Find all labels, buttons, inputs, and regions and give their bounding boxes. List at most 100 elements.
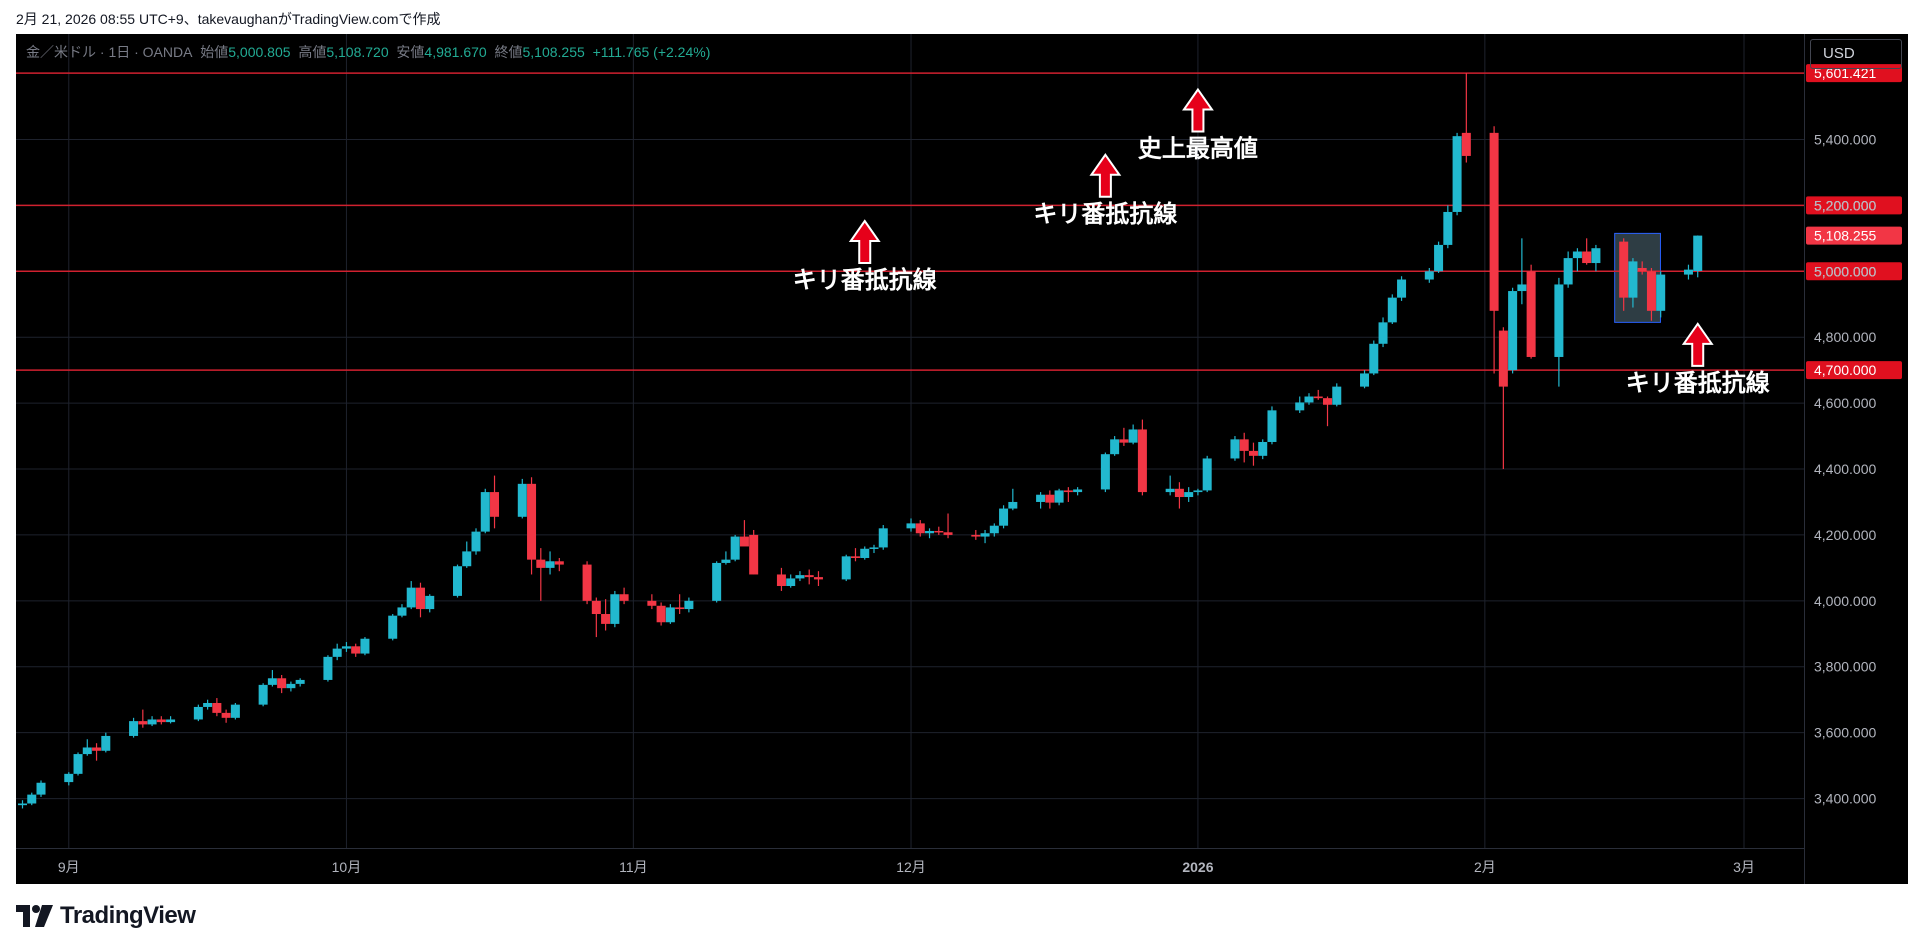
candle-body-down <box>776 574 786 587</box>
candle-body-up <box>1304 396 1314 403</box>
candle-body-up <box>1683 269 1693 275</box>
y-tick-label: 4,800.000 <box>1814 329 1876 345</box>
y-tick-label: 3,600.000 <box>1814 725 1876 741</box>
y-tick-label: 3,800.000 <box>1814 659 1876 675</box>
candle-body-up <box>610 594 620 624</box>
candle-body-up <box>1628 261 1638 298</box>
candle-body-down <box>943 532 953 535</box>
candle-body-up <box>1397 279 1407 298</box>
candle-body-up <box>1572 251 1582 259</box>
up-arrow-icon <box>1089 153 1122 198</box>
y-tick-label: 4,200.000 <box>1814 527 1876 543</box>
brand-name: TradingView <box>60 902 196 929</box>
candle-body-up <box>906 523 916 529</box>
level-price-tag <box>1806 262 1902 281</box>
candle-body-up <box>860 548 870 558</box>
candle-body-up <box>27 794 37 804</box>
x-tick-label: 2026 <box>1182 859 1213 875</box>
x-tick-label: 2月 <box>1474 859 1496 875</box>
level-price-label: 5,000.000 <box>1814 263 1876 279</box>
candle-body-up <box>869 547 879 549</box>
candle-body-up <box>230 704 240 718</box>
candle-body-down <box>1239 439 1249 451</box>
candle-body-down <box>1045 494 1055 503</box>
candle-body-up <box>1387 297 1397 323</box>
candle-body-up <box>1267 410 1277 442</box>
level-price-label: 5,601.421 <box>1814 65 1876 81</box>
annotation-label: 史上最高値 <box>1138 135 1258 163</box>
candle-body-down <box>1582 251 1592 264</box>
candle-body-up <box>82 747 92 755</box>
low-label: 安値 <box>396 44 425 60</box>
candle-body-up <box>517 483 527 517</box>
candle-body-up <box>1693 235 1703 272</box>
candle-body-down <box>675 607 685 610</box>
candle-body-up <box>1434 244 1444 272</box>
candle-body-up <box>36 782 46 795</box>
candle-body-up <box>1424 271 1434 280</box>
y-tick-label: 4,000.000 <box>1814 593 1876 609</box>
candle-body-down <box>138 721 148 725</box>
annotation-label: キリ番抵抗線 <box>793 266 937 294</box>
candle-body-up <box>1008 501 1018 509</box>
candle-body-up <box>129 721 139 736</box>
candle-body-down <box>582 564 592 601</box>
candle-body-down <box>749 534 759 575</box>
candle-body-up <box>360 638 370 654</box>
y-tick-label: 5,000.000 <box>1814 263 1876 279</box>
candle-body-down <box>351 646 361 654</box>
y-tick-label: 5,400.000 <box>1814 131 1876 147</box>
candle-body-up <box>341 646 351 649</box>
candle-body-up <box>1165 488 1175 493</box>
annotation-label: キリ番抵抗線 <box>1626 369 1770 397</box>
last-price-label: 5,108.255 <box>1814 228 1876 244</box>
x-tick-label: 3月 <box>1733 859 1755 875</box>
open-label: 始値 <box>200 44 229 60</box>
open-value: 5,000.805 <box>228 44 291 60</box>
candle-body-up <box>684 600 694 610</box>
candle-body-down <box>1461 132 1471 156</box>
candle-body-up <box>841 556 851 580</box>
candle-body-up <box>1036 494 1046 502</box>
candle-body-down <box>92 747 102 751</box>
last-price-tag <box>1806 226 1902 245</box>
candle-body-down <box>1646 271 1656 311</box>
y-tick-label: 3,400.000 <box>1814 791 1876 807</box>
tradingview-logo[interactable]: TradingView <box>16 902 196 929</box>
grid-lines <box>16 34 1804 848</box>
symbol-legend: 金／米ドル · 1日 · OANDA 始値5,000.805 高値5,108.7… <box>26 42 710 62</box>
candle-body-down <box>1619 241 1629 298</box>
candle-body-down <box>554 561 564 565</box>
candle-body-up <box>1258 441 1268 456</box>
candle-body-up <box>1591 248 1601 264</box>
candle-body-up <box>1508 291 1518 371</box>
candle-body-up <box>453 566 463 596</box>
up-arrow-icon <box>1182 87 1214 133</box>
close-label: 終値 <box>494 44 523 60</box>
candle-body-down <box>591 600 601 615</box>
candle-body-up <box>1656 274 1666 311</box>
currency-selector[interactable]: USD <box>1810 39 1902 69</box>
price-chart[interactable]: 5,601.421 5,200.000 5,000.000 4,700.000 5,10… <box>16 34 1908 884</box>
symbol-name: 金／米ドル · 1日 · OANDA <box>26 44 193 60</box>
candle-body-up <box>1110 439 1120 455</box>
candle-body-down <box>915 523 925 534</box>
candle-body-down <box>1498 330 1508 387</box>
candle-body-up <box>1184 492 1194 498</box>
candle-body-up <box>332 648 342 657</box>
chart-panel[interactable]: 5,601.421 5,200.000 5,000.000 4,700.000 5,10… <box>16 34 1908 884</box>
candle-body-up <box>925 530 935 534</box>
candle-body-up <box>1443 211 1453 245</box>
candle-body-down <box>1313 396 1323 399</box>
candle-body-up <box>545 561 555 568</box>
candle-body-down <box>1174 488 1184 498</box>
candle-body-down <box>739 536 749 547</box>
candle-body-up <box>397 607 407 616</box>
candle-body-down <box>971 534 981 537</box>
change-value: +111.765 (+2.24%) <box>592 44 711 60</box>
candle-body-up <box>258 684 268 705</box>
x-tick-label: 11月 <box>619 859 648 875</box>
candle-body-down <box>850 556 860 558</box>
high-value: 5,108.720 <box>326 44 389 60</box>
candle-body-up <box>406 587 416 608</box>
